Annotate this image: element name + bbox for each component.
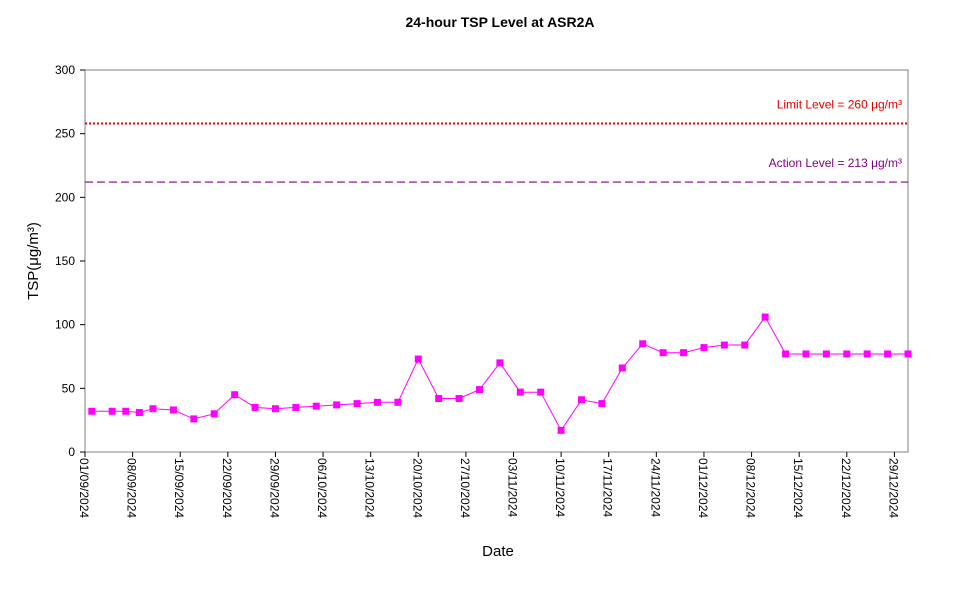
- data-point: [394, 398, 402, 406]
- x-tick-label: 13/10/2024: [363, 458, 377, 518]
- data-point: [700, 344, 708, 352]
- x-tick-label: 22/12/2024: [839, 458, 853, 518]
- data-point: [618, 364, 626, 372]
- y-tick-label: 150: [55, 254, 75, 268]
- data-point: [135, 409, 143, 417]
- x-tick-label: 08/12/2024: [744, 458, 758, 518]
- x-axis: 01/09/2024 08/09/2024 15/09/2024 22/09/2024…: [77, 452, 900, 518]
- data-point: [782, 350, 790, 358]
- data-point: [190, 415, 198, 423]
- y-tick-label: 300: [55, 63, 75, 77]
- data-point: [353, 400, 361, 408]
- data-point: [373, 398, 381, 406]
- data-point: [169, 406, 177, 414]
- data-point: [884, 350, 892, 358]
- action-level-label: Action Level = 213 μg/m³: [769, 156, 902, 170]
- data-point: [639, 340, 647, 348]
- plot-area: [84, 69, 909, 453]
- x-tick-label: 06/10/2024: [315, 458, 329, 518]
- chart-title: 24-hour TSP Level at ASR2A: [405, 14, 594, 30]
- data-point: [292, 403, 300, 411]
- data-point: [741, 341, 749, 349]
- x-tick-label: 24/11/2024: [648, 458, 662, 517]
- data-point: [904, 350, 912, 358]
- data-point: [414, 355, 422, 363]
- data-point: [598, 400, 606, 408]
- data-point: [516, 388, 524, 396]
- data-point: [312, 402, 320, 410]
- x-tick-label: 08/09/2024: [125, 458, 139, 518]
- y-axis-title: TSP(μg/m³): [25, 222, 42, 300]
- data-point: [659, 349, 667, 357]
- y-tick-label: 0: [68, 445, 75, 459]
- reference-lines: Limit Level = 260 μg/m³ Action Level = 21…: [85, 97, 908, 183]
- y-tick-label: 50: [62, 381, 76, 395]
- x-tick-label: 10/11/2024: [553, 458, 567, 517]
- data-point: [863, 350, 871, 358]
- data-point: [455, 395, 463, 403]
- data-point: [271, 405, 279, 413]
- data-point: [720, 341, 728, 349]
- x-tick-label: 29/09/2024: [267, 458, 281, 518]
- data-point: [88, 407, 96, 415]
- x-tick-label: 29/12/2024: [886, 458, 900, 518]
- data-point: [210, 410, 218, 418]
- x-tick-label: 17/11/2024: [601, 458, 615, 517]
- y-tick-label: 250: [55, 127, 75, 141]
- x-tick-label: 27/10/2024: [458, 458, 472, 518]
- data-point: [108, 407, 116, 415]
- data-point: [251, 403, 259, 411]
- data-point: [435, 395, 443, 403]
- data-point: [333, 401, 341, 409]
- data-point: [761, 313, 769, 321]
- data-point: [149, 405, 157, 413]
- x-tick-label: 01/09/2024: [77, 458, 91, 518]
- y-tick-label: 200: [55, 190, 75, 204]
- data-point: [122, 407, 130, 415]
- data-point: [231, 391, 239, 399]
- x-tick-label: 01/12/2024: [696, 458, 710, 518]
- data-point: [475, 386, 483, 394]
- data-point: [822, 350, 830, 358]
- data-point: [578, 396, 586, 404]
- y-axis: 0 50 100 150 200 250 300: [55, 63, 85, 459]
- x-tick-label: 15/12/2024: [791, 458, 805, 518]
- x-tick-label: 03/11/2024: [506, 458, 520, 517]
- data-point: [680, 349, 688, 357]
- y-tick-label: 100: [55, 318, 75, 332]
- x-tick-label: 22/09/2024: [220, 458, 234, 518]
- data-point: [557, 426, 565, 434]
- x-tick-label: 20/10/2024: [410, 458, 424, 518]
- x-axis-title: Date: [482, 543, 514, 560]
- data-point: [496, 359, 504, 367]
- limit-level-label: Limit Level = 260 μg/m³: [777, 97, 902, 111]
- data-point: [843, 350, 851, 358]
- series-tsp: [88, 313, 912, 434]
- data-point: [537, 388, 545, 396]
- x-tick-label: 15/09/2024: [172, 458, 186, 518]
- data-point: [802, 350, 810, 358]
